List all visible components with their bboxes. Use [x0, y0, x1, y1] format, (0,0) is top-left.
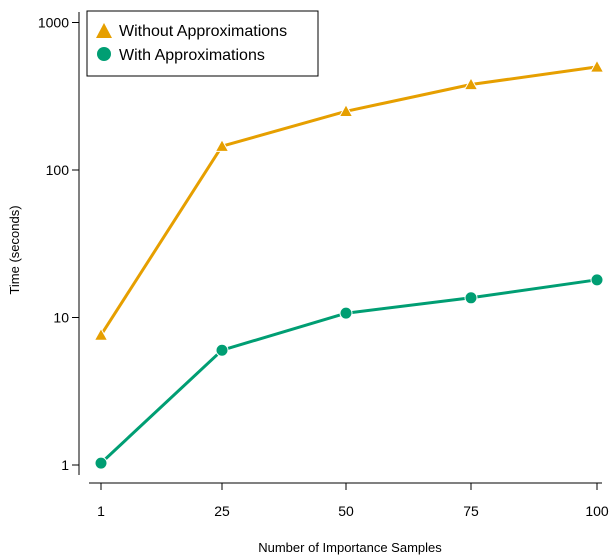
y-tick-label: 1 — [61, 457, 69, 473]
x-tick-label: 100 — [585, 503, 609, 519]
legend-marker-without-approximations — [96, 23, 112, 38]
data-point-without-approximations — [93, 327, 109, 341]
x-tick-label: 75 — [463, 503, 479, 519]
series-layer — [93, 59, 605, 470]
data-point-with-approximations — [590, 273, 604, 287]
legend: Without Approximations With Approximatio… — [86, 10, 319, 77]
y-axis-label: Time (seconds) — [7, 205, 22, 294]
legend-label-without-approximations: Without Approximations — [119, 23, 287, 40]
x-tick-label: 25 — [214, 503, 230, 519]
legend-label-with-approximations: With Approximations — [119, 47, 265, 64]
data-point-with-approximations — [94, 456, 108, 470]
data-point-with-approximations — [464, 291, 478, 305]
data-point-without-approximations — [338, 103, 354, 118]
legend-marker-with-approximations — [97, 47, 111, 61]
series-line-with-approximations — [99, 278, 599, 465]
x-ticks: 1 25 50 75 100 — [97, 483, 609, 519]
data-point-without-approximations — [463, 76, 479, 91]
x-tick-label: 50 — [338, 503, 354, 519]
data-point-without-approximations — [214, 138, 230, 152]
y-tick-label: 1000 — [38, 15, 69, 31]
data-point-with-approximations — [339, 306, 353, 320]
y-tick-label: 10 — [53, 310, 69, 326]
y-ticks: 1 10 100 1000 — [38, 15, 79, 473]
data-point-without-approximations — [589, 59, 605, 73]
y-tick-label: 100 — [46, 162, 70, 178]
x-tick-label: 1 — [97, 503, 105, 519]
data-point-with-approximations — [215, 343, 229, 357]
legend-box — [86, 10, 319, 77]
x-axis-label: Number of Importance Samples — [258, 540, 442, 555]
series-line-without-approximations — [99, 65, 599, 337]
